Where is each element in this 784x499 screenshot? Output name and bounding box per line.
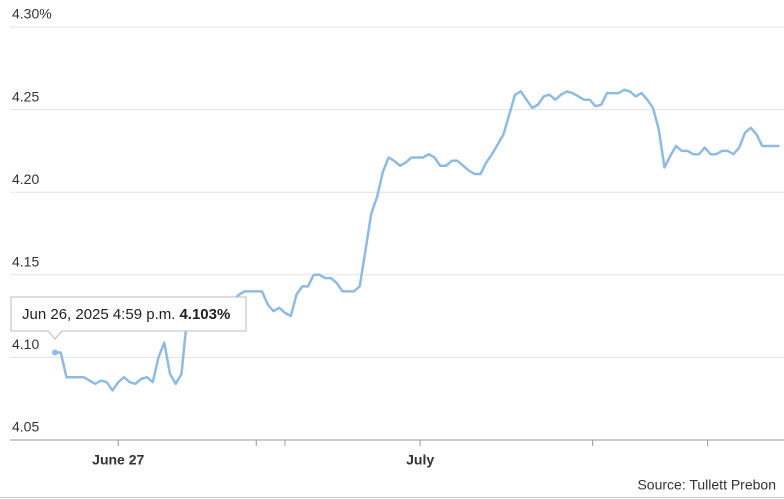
y-tick-label: 4.10 [12,336,39,352]
line [55,88,780,392]
tooltip-box [10,296,247,340]
y-tick-label: 4.05 [12,419,39,435]
tooltip-date: Jun 26, 2025 4:59 p.m. [22,306,175,323]
tooltip-value: 4.103% [179,306,230,323]
y-tick-label: 4.20 [12,171,39,187]
tooltip: Jun 26, 2025 4:59 p.m. 4.103% [10,296,247,340]
hover-dot [52,349,58,356]
y-tick-label: 4.30% [12,6,52,22]
source: Source: Tullett Prebon [637,477,776,493]
x-tick-label: June 27 [92,452,144,468]
x-tick-label: July [406,452,434,468]
y-tick-label: 4.25 [12,88,39,104]
tooltip-text: Jun 26, 2025 4:59 p.m. 4.103% [22,306,230,323]
y-tick-label: 4.15 [12,254,39,270]
